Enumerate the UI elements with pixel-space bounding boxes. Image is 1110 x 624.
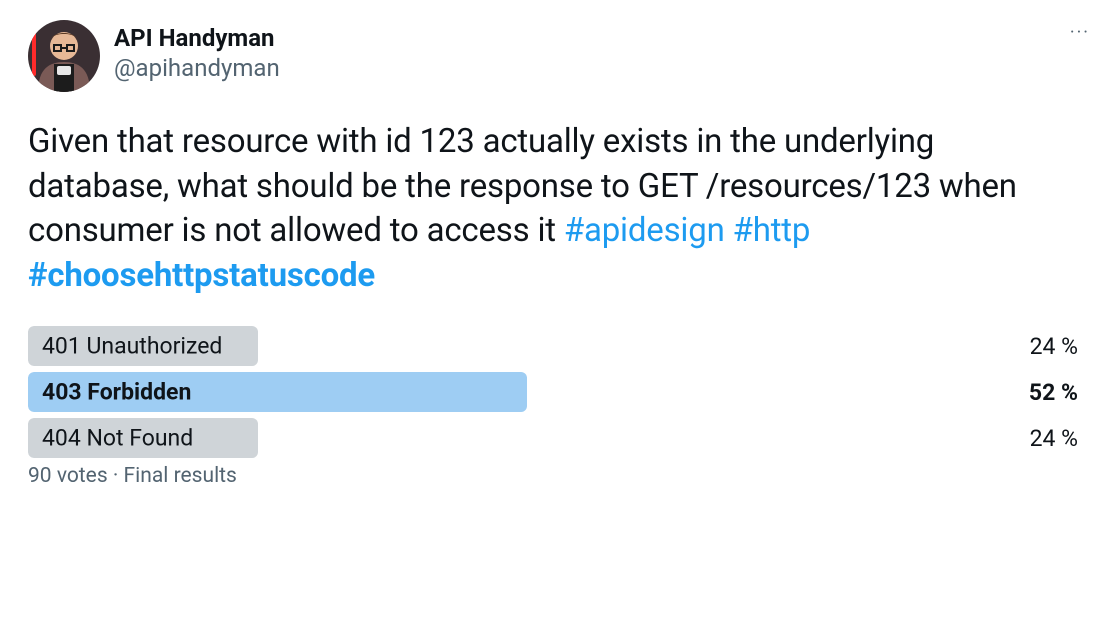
poll-option[interactable]: 404 Not Found 24 % [28, 418, 1082, 458]
poll-option[interactable]: 403 Forbidden 52 % [28, 372, 1082, 412]
poll-option-percent: 52 % [987, 379, 1082, 406]
poll-track: 403 Forbidden [28, 372, 987, 412]
tweet-card: ··· API Handyman @apihandyman Given that… [0, 0, 1110, 508]
author-display-name: API Handyman [114, 24, 280, 53]
avatar-image [28, 20, 100, 92]
tweet-text: Given that resource with id 123 actually… [28, 120, 1082, 298]
poll-footer: 90 votes · Final results [28, 464, 1082, 488]
poll-option-percent: 24 % [987, 333, 1082, 360]
avatar[interactable] [28, 20, 100, 92]
poll-option[interactable]: 401 Unauthorized 24 % [28, 326, 1082, 366]
poll: 401 Unauthorized 24 % 403 Forbidden 52 % 404… [28, 326, 1082, 458]
tweet-text-body: Given that resource with id 123 actually… [28, 122, 1017, 250]
poll-option-label: 401 Unauthorized [42, 333, 222, 360]
tweet-header: API Handyman @apihandyman [28, 20, 1082, 92]
poll-option-label: 403 Forbidden [42, 379, 191, 406]
hashtag[interactable]: #apidesign [564, 211, 725, 250]
more-options[interactable]: ··· [1070, 24, 1090, 42]
author-handle: @apihandyman [114, 53, 280, 83]
hashtag[interactable]: #http [733, 211, 811, 250]
poll-track: 404 Not Found [28, 418, 987, 458]
hashtag[interactable]: #choosehttpstatuscode [28, 256, 375, 295]
poll-option-label: 404 Not Found [42, 425, 193, 452]
poll-option-percent: 24 % [987, 425, 1082, 452]
poll-track: 401 Unauthorized [28, 326, 987, 366]
author-block[interactable]: API Handyman @apihandyman [114, 20, 280, 83]
